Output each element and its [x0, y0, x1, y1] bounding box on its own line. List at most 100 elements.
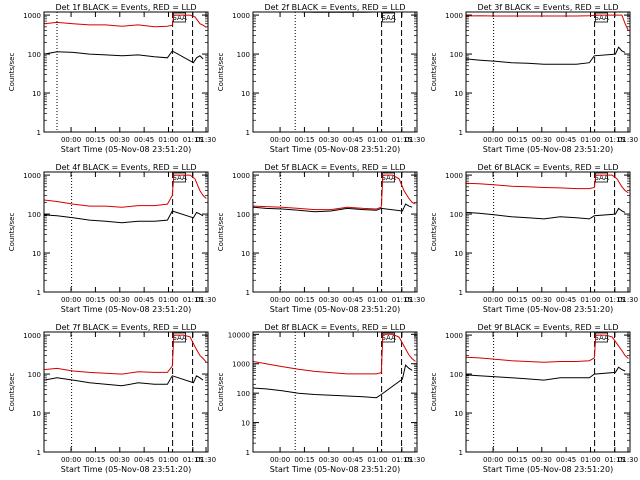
y-tick-label: 100 — [237, 51, 250, 59]
panel-title: Det 2f BLACK = Events, RED = LLD — [264, 3, 405, 12]
x-tick-label: 01:00 — [367, 456, 387, 464]
x-tick-label: 01:30 — [405, 136, 425, 144]
x-tick-label: 00:45 — [134, 456, 154, 464]
x-tick-label: 01:30 — [405, 296, 425, 304]
saa-label: SAA — [594, 14, 609, 22]
x-tick-label: 01:15 — [605, 456, 625, 464]
x-tick-label: 00:30 — [532, 296, 552, 304]
x-tick-label: 01:15 — [183, 136, 203, 144]
y-tick-label: 10 — [454, 410, 463, 418]
y-tick-label: 100 — [28, 371, 41, 379]
y-tick-label: 10 — [32, 250, 41, 258]
lld-series-line — [465, 334, 629, 363]
x-tick-label: 00:00 — [61, 296, 81, 304]
events-series-line — [43, 50, 204, 64]
x-tick-label: 00:15 — [294, 296, 314, 304]
lld-series-line — [465, 174, 629, 194]
saa-label: SAA — [594, 174, 609, 182]
y-axis-label: Counts/sec — [8, 213, 16, 252]
x-axis-label: Start Time (05-Nov-08 23:51:20) — [61, 145, 191, 154]
lld-series-line — [43, 174, 207, 208]
y-axis-label: Counts/sec — [430, 53, 438, 92]
x-tick-label: 00:30 — [532, 456, 552, 464]
y-tick-label: 10 — [32, 410, 41, 418]
y-tick-label: 10 — [241, 250, 250, 258]
y-tick-label: 1000 — [445, 332, 463, 340]
saa-label: SAA — [172, 14, 187, 22]
plot-frame — [43, 331, 209, 453]
x-tick-label: 01:00 — [367, 296, 387, 304]
detector-panel-1: Det 1f BLACK = Events, RED = LLD Counts/s… — [8, 3, 216, 154]
y-tick-label: 1 — [37, 129, 41, 137]
x-tick-label: 01:15 — [392, 136, 412, 144]
x-tick-label: 00:00 — [270, 296, 290, 304]
saa-label: SAA — [594, 334, 609, 342]
y-tick-label: 10 — [241, 90, 250, 98]
x-tick-label: 00:30 — [110, 456, 130, 464]
x-tick-label: 01:00 — [158, 456, 178, 464]
panel-title: Det 3f BLACK = Events, RED = LLD — [477, 3, 618, 12]
y-tick-label: 1 — [246, 289, 250, 297]
x-tick-label: 01:30 — [196, 456, 216, 464]
panel-title: Det 4f BLACK = Events, RED = LLD — [55, 163, 196, 172]
plot-frame — [465, 171, 631, 293]
x-tick-label: 00:45 — [134, 136, 154, 144]
x-axis-label: Start Time (05-Nov-08 23:51:20) — [61, 305, 191, 314]
x-tick-label: 00:45 — [343, 456, 363, 464]
y-tick-label: 10 — [32, 90, 41, 98]
x-tick-label: 00:45 — [134, 296, 154, 304]
x-tick-label: 01:00 — [580, 456, 600, 464]
x-tick-label: 01:00 — [367, 136, 387, 144]
y-tick-label: 1000 — [232, 12, 250, 20]
x-tick-label: 00:45 — [343, 296, 363, 304]
saa-label: SAA — [172, 334, 187, 342]
detector-panel-7: Det 7f BLACK = Events, RED = LLD Counts/s… — [8, 323, 216, 474]
y-tick-label: 1000 — [232, 361, 250, 369]
events-series-line — [252, 203, 413, 213]
y-tick-label: 1000 — [445, 172, 463, 180]
y-tick-label: 1 — [459, 129, 463, 137]
y-axis-label: Counts/sec — [430, 373, 438, 412]
plot-frame — [465, 331, 631, 453]
plot-frame — [252, 331, 418, 453]
x-tick-label: 00:45 — [343, 136, 363, 144]
x-tick-label: 01:30 — [196, 296, 216, 304]
y-tick-label: 1000 — [445, 12, 463, 20]
x-tick-label: 00:15 — [507, 136, 527, 144]
x-tick-label: 00:15 — [85, 296, 105, 304]
y-tick-label: 100 — [28, 51, 41, 59]
detector-panel-3: Det 3f BLACK = Events, RED = LLD Counts/s… — [430, 3, 638, 154]
x-tick-label: 00:30 — [319, 296, 339, 304]
x-tick-label: 01:15 — [183, 456, 203, 464]
events-series-line — [465, 207, 626, 220]
y-tick-label: 1 — [459, 289, 463, 297]
x-tick-label: 01:15 — [183, 296, 203, 304]
x-tick-label: 00:30 — [319, 136, 339, 144]
panel-title: Det 6f BLACK = Events, RED = LLD — [477, 163, 618, 172]
detector-panel-9: Det 9f BLACK = Events, RED = LLD Counts/s… — [430, 323, 638, 474]
y-axis-label: Counts/sec — [217, 213, 225, 252]
x-tick-label: 00:00 — [61, 456, 81, 464]
x-tick-label: 00:30 — [532, 136, 552, 144]
x-tick-label: 01:15 — [605, 136, 625, 144]
detector-panel-8: Det 8f BLACK = Events, RED = LLD Counts/s… — [217, 323, 425, 474]
plot-frame — [252, 171, 418, 293]
x-tick-label: 00:45 — [556, 136, 576, 144]
x-tick-label: 00:30 — [110, 136, 130, 144]
detector-panel-6: Det 6f BLACK = Events, RED = LLD Counts/s… — [430, 163, 638, 314]
y-tick-label: 10 — [454, 250, 463, 258]
y-axis-label: Counts/sec — [8, 373, 16, 412]
panel-title: Det 8f BLACK = Events, RED = LLD — [264, 323, 405, 332]
y-axis-label: Counts/sec — [430, 213, 438, 252]
panel-title: Det 7f BLACK = Events, RED = LLD — [55, 323, 196, 332]
x-tick-label: 00:15 — [507, 296, 527, 304]
y-axis-label: Counts/sec — [8, 53, 16, 92]
x-axis-label: Start Time (05-Nov-08 23:51:20) — [270, 305, 400, 314]
x-tick-label: 00:00 — [483, 456, 503, 464]
x-tick-label: 00:15 — [507, 456, 527, 464]
saa-label: SAA — [172, 174, 187, 182]
y-tick-label: 1 — [459, 449, 463, 457]
x-axis-label: Start Time (05-Nov-08 23:51:20) — [270, 145, 400, 154]
panel-title: Det 5f BLACK = Events, RED = LLD — [264, 163, 405, 172]
